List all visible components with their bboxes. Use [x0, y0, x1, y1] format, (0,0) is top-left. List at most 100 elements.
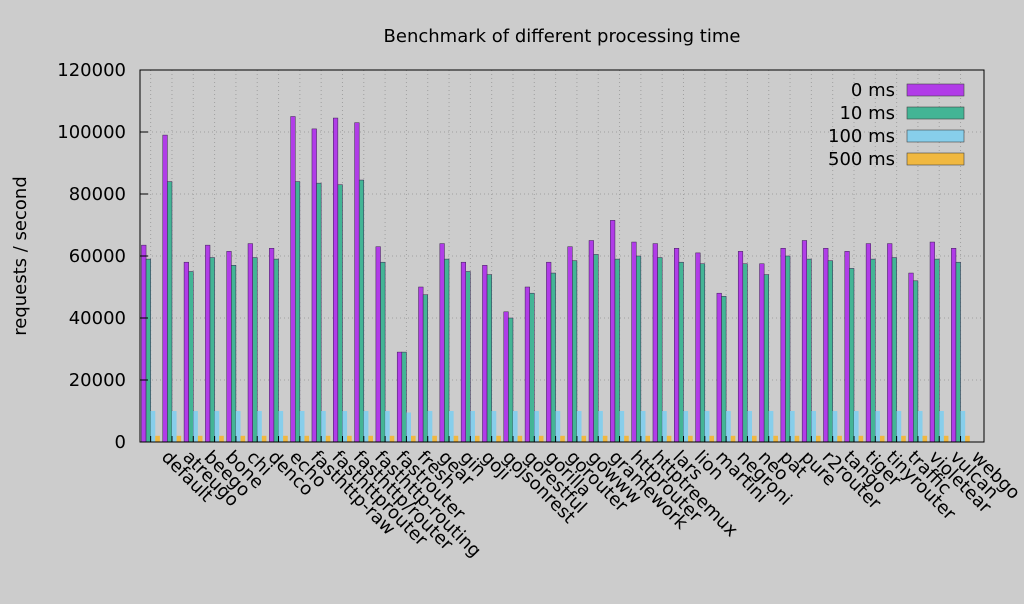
bar-10ms-fasthttp-raw	[295, 181, 301, 443]
bar-10ms-gin	[444, 258, 450, 443]
bar-10ms-r2router	[806, 258, 812, 443]
bar-100ms-gowww	[576, 411, 582, 442]
bar-100ms-tiger	[853, 411, 859, 442]
bar-10ms-negroni	[721, 296, 727, 443]
bar-10ms-tiger	[849, 268, 855, 443]
bar-10ms-gorouter	[550, 272, 556, 443]
bar-500ms-gorouter	[560, 435, 565, 442]
grid-lines	[140, 70, 984, 442]
bar-500ms-bone	[219, 435, 224, 442]
bar-100ms-lion	[683, 411, 689, 442]
bar-500ms-gorilla	[538, 435, 544, 442]
bar-10ms-gorestful	[508, 317, 514, 443]
bar-0ms-r2router	[801, 240, 808, 443]
bar-10ms-tango	[827, 260, 833, 443]
chart-title: Benchmark of different processing time	[384, 26, 741, 47]
bar-100ms-webgo	[960, 411, 966, 442]
bar-500ms-gorestful	[517, 435, 523, 442]
bar-500ms-gear	[432, 435, 437, 442]
bar-100ms-fresh	[406, 412, 412, 442]
bar-0ms-fastrouter	[375, 246, 381, 443]
y-tick-label: 40000	[69, 308, 126, 329]
bar-0ms-fasthttp-raw	[290, 116, 296, 443]
bar-100ms-goji	[470, 411, 475, 442]
bar-0ms-negroni	[716, 292, 722, 443]
bar-10ms-webgo	[955, 261, 961, 443]
bar-10ms-gramework	[593, 254, 599, 443]
bar-100ms-negroni	[726, 411, 731, 442]
y-tick-label: 100000	[57, 122, 126, 143]
bar-0ms-httprouter	[610, 220, 616, 443]
bar-100ms-pure	[790, 411, 795, 442]
bar-10ms-vulcan	[934, 258, 940, 443]
bar-500ms-fasthttp-routing	[368, 435, 373, 442]
bar-10ms-fresh	[401, 351, 407, 443]
bar-10ms-gear	[422, 294, 428, 443]
y-tick-label: 0	[115, 432, 126, 453]
bar-100ms-r2router	[811, 411, 816, 442]
bar-100ms-fasthttp-routing	[363, 411, 369, 442]
bar-100ms-tango	[832, 411, 838, 442]
bar-500ms-gramework	[602, 435, 608, 442]
bar-10ms-fastrouter	[380, 261, 386, 443]
bar-100ms-echo	[278, 411, 284, 442]
bar-0ms-denco	[247, 243, 253, 443]
legend-swatch	[906, 129, 965, 143]
bar-100ms-gorestful	[512, 411, 518, 442]
bar-0ms-bone	[205, 244, 211, 443]
bar-500ms-httprouter	[624, 435, 629, 442]
bar-0ms-gowww	[567, 246, 573, 443]
bar-10ms-lars	[657, 257, 663, 443]
bar-10ms-fasthttprouter	[316, 182, 322, 443]
y-tick-label: 80000	[69, 184, 126, 205]
bar-0ms-tiger	[844, 251, 850, 443]
bar-100ms-bone	[214, 411, 220, 442]
bar-500ms-neo	[752, 435, 757, 442]
y-axis-label: requests / second	[10, 176, 31, 336]
bar-500ms-denco	[261, 435, 267, 442]
bar-10ms-echo	[273, 258, 279, 443]
bar-0ms-webgo	[951, 248, 957, 443]
bar-100ms-chi	[235, 411, 241, 442]
bar-100ms-neo	[747, 411, 753, 442]
bar-100ms-pat	[768, 411, 774, 442]
bar-100ms-gojsonrest	[491, 411, 497, 442]
bar-0ms-fasthttp-routing	[354, 122, 360, 443]
bar-500ms-vulcan	[943, 435, 949, 442]
legend-swatch	[906, 152, 965, 166]
bar-100ms-vulcan	[939, 411, 944, 442]
bar-0ms-goji	[460, 261, 466, 443]
y-tick-label: 60000	[69, 246, 126, 267]
bar-0ms-httptreemux	[631, 241, 637, 443]
bar-0ms-lion	[674, 248, 680, 443]
bar-10ms-traffic	[891, 257, 897, 443]
bar-100ms-gear	[427, 411, 433, 442]
bar-500ms-httptreemux	[645, 435, 651, 442]
bar-500ms-fasthttp-router	[347, 435, 352, 442]
bar-500ms-lars	[666, 435, 672, 442]
bar-100ms-traffic	[896, 411, 902, 442]
bar-0ms-fasthttprouter	[311, 128, 317, 443]
bar-10ms-chi	[231, 265, 237, 443]
bar-100ms-httprouter	[619, 411, 625, 442]
bar-500ms-fastrouter	[389, 435, 395, 442]
bar-10ms-bone	[209, 257, 215, 443]
bar-0ms-gear	[418, 286, 424, 443]
bar-100ms-fasthttp-raw	[299, 411, 305, 442]
bar-10ms-goji	[465, 271, 471, 443]
bar-100ms-fasthttprouter	[321, 411, 326, 442]
bar-0ms-echo	[269, 248, 275, 443]
bar-500ms-echo	[283, 435, 288, 442]
legend-label: 10 ms	[839, 103, 895, 124]
bar-500ms-beego	[197, 435, 203, 442]
bar-0ms-gorilla	[524, 286, 530, 443]
bar-500ms-pure	[794, 435, 800, 442]
bar-0ms-beego	[183, 261, 189, 443]
bar-500ms-chi	[240, 435, 246, 442]
bar-0ms-neo	[737, 251, 744, 443]
bar-0ms-fresh	[396, 351, 403, 443]
bar-0ms-chi	[226, 251, 232, 443]
y-tick-label: 20000	[69, 370, 126, 391]
